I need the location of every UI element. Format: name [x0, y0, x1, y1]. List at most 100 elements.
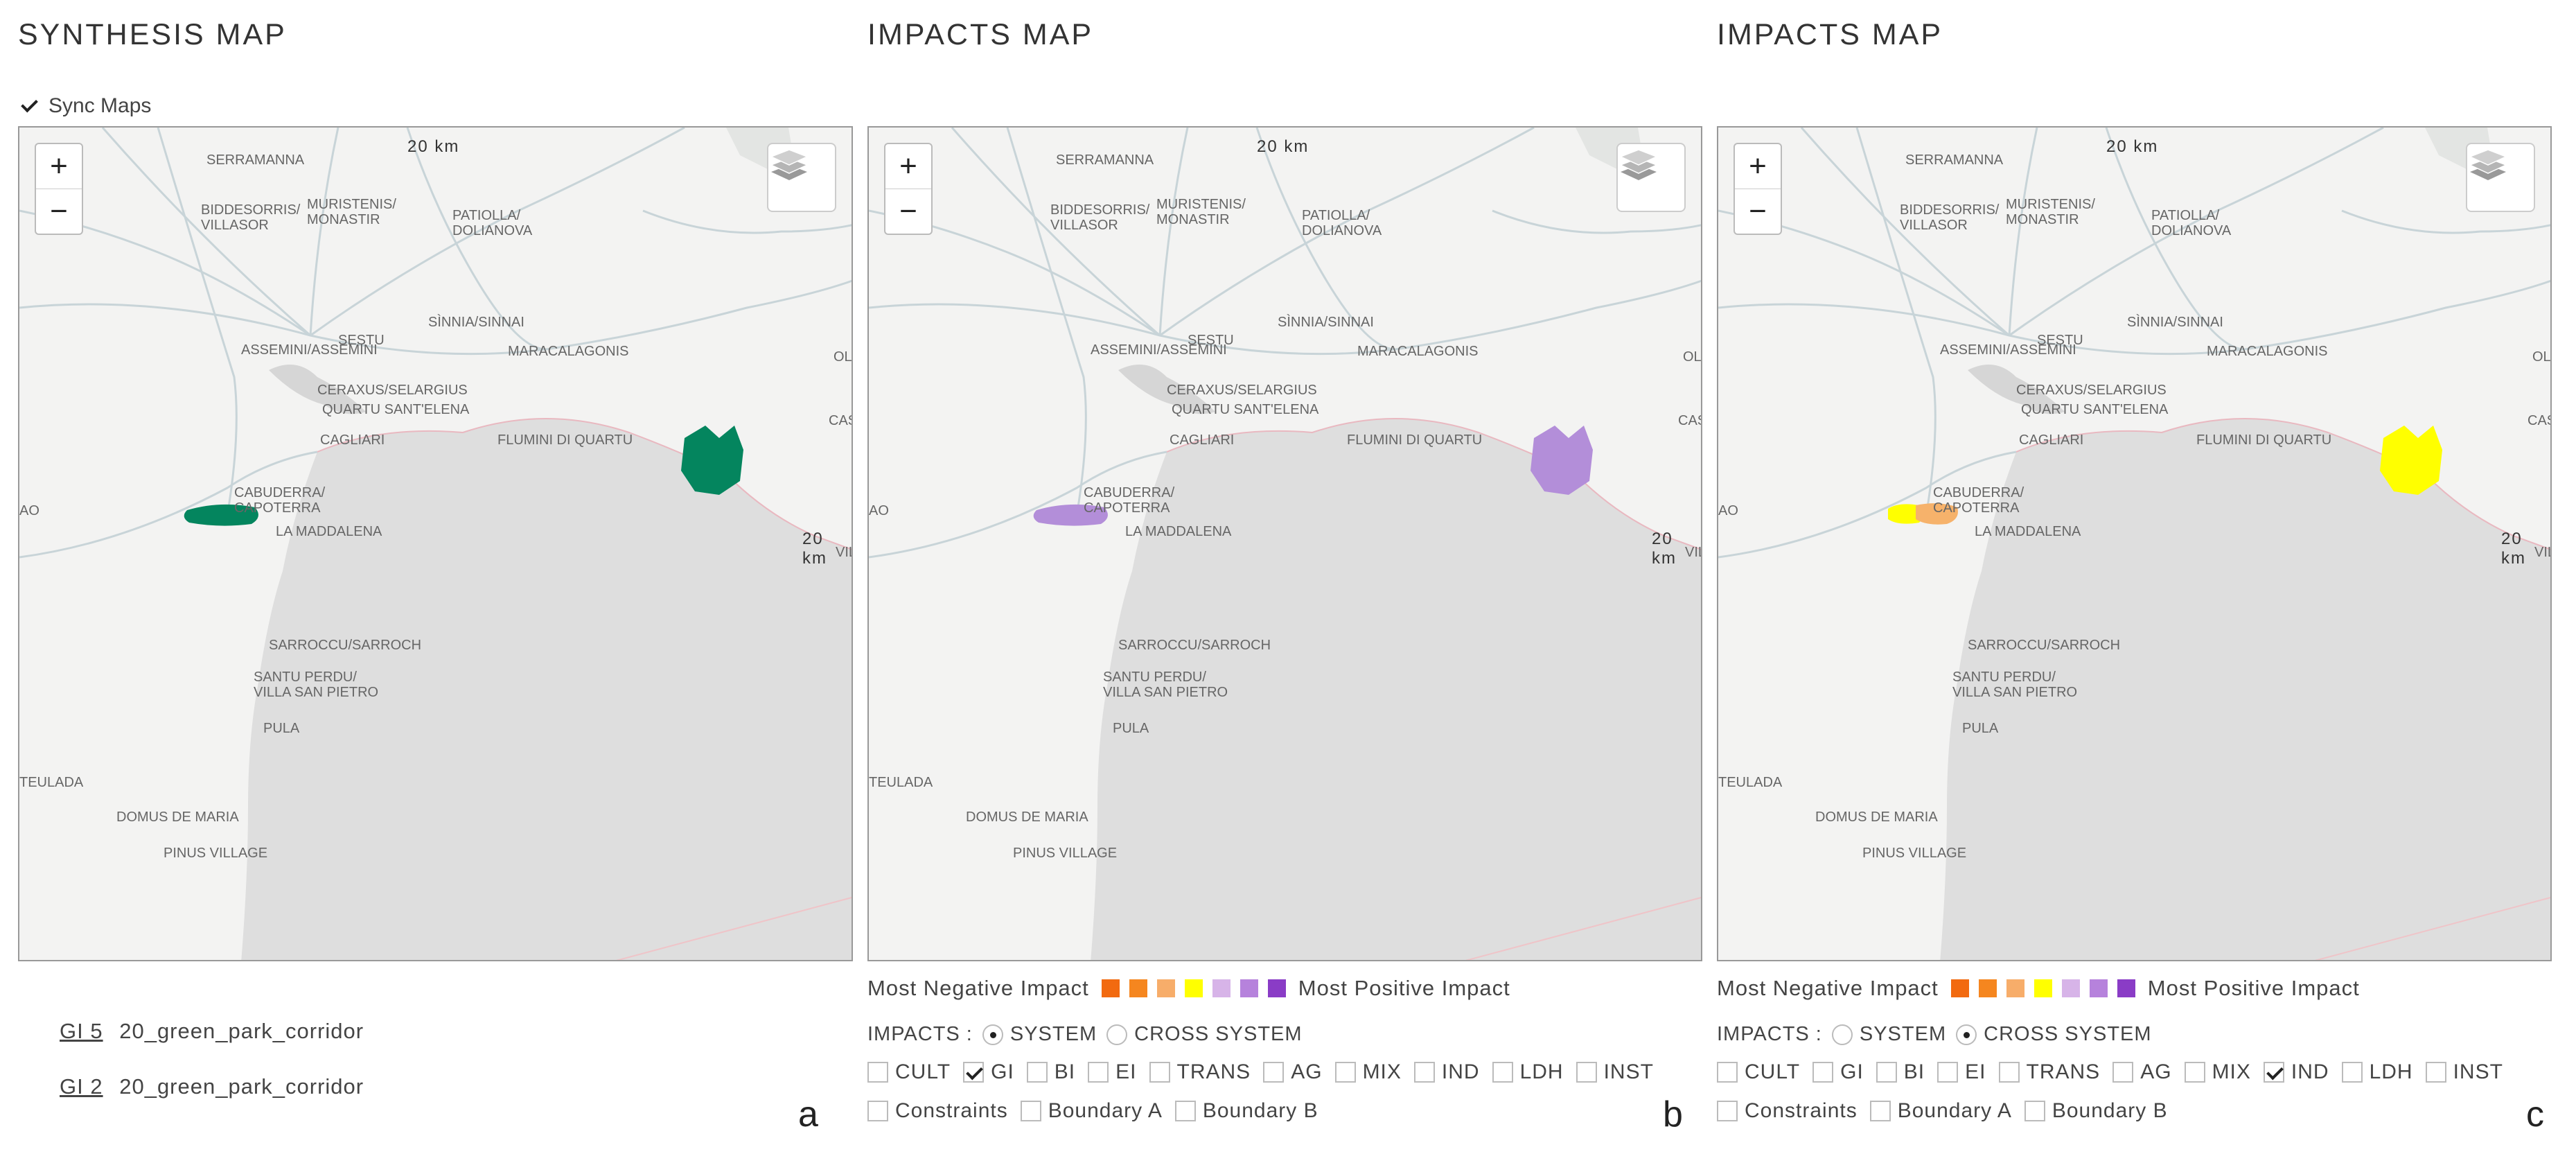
impacts-radio[interactable] — [1956, 1024, 1977, 1045]
category-checkbox[interactable] — [1576, 1062, 1597, 1083]
category-checkbox[interactable] — [2341, 1062, 2363, 1083]
legend-swatch — [1267, 979, 1286, 997]
map-tiles — [1718, 128, 2550, 960]
zoom-in-button[interactable]: + — [1749, 149, 1767, 183]
category-checkbox[interactable] — [1026, 1062, 1048, 1083]
sync-maps-checkbox[interactable] — [19, 96, 40, 116]
category-checkbox-item[interactable]: EI — [1088, 1060, 1136, 1084]
impacts-label: IMPACTS : — [1717, 1023, 1822, 1045]
category-checkbox-item[interactable]: BI — [1876, 1060, 1925, 1084]
category-checkbox[interactable] — [2263, 1062, 2284, 1083]
category-checkbox[interactable] — [2425, 1062, 2446, 1083]
impacts-map-c[interactable]: SERRAMANNA BIDDESORRIS/ VILLASOR MURISTENI… — [1717, 126, 2552, 961]
synthesis-map[interactable]: SERRAMANNA BIDDESORRIS/ VILLASOR MURISTENI… — [18, 126, 853, 961]
category-checkbox-item[interactable]: INST — [2425, 1060, 2503, 1084]
category-checkbox-item[interactable]: MIX — [2184, 1060, 2251, 1084]
coast-line — [2015, 418, 2550, 550]
category-checkbox-item[interactable]: GI — [963, 1060, 1014, 1084]
place-label: FLUMINI DI QUARTU — [2196, 432, 2332, 448]
constraint-checkbox-item[interactable]: Boundary A — [1020, 1099, 1163, 1123]
category-checkbox-item[interactable]: IND — [1413, 1060, 1480, 1084]
zoom-out-button[interactable]: − — [885, 189, 931, 234]
place-label: SARROCCU/SARROCH — [1118, 638, 1271, 653]
category-checkbox[interactable] — [1492, 1062, 1513, 1083]
category-checkbox[interactable] — [1717, 1062, 1738, 1083]
category-checkbox-item[interactable]: IND — [2263, 1060, 2329, 1084]
constraint-checkbox[interactable] — [1020, 1101, 1041, 1121]
constraint-label: Boundary B — [1202, 1099, 1318, 1122]
impacts-radio[interactable] — [1106, 1024, 1128, 1045]
constraint-checkbox-item[interactable]: Boundary A — [1869, 1099, 2012, 1123]
category-checkbox-item[interactable]: BI — [1026, 1060, 1075, 1084]
category-checkbox-item[interactable]: AG — [1263, 1060, 1322, 1084]
place-label: CERAXUS/SELARGIUS — [2016, 383, 2167, 398]
category-checkbox[interactable] — [963, 1062, 985, 1083]
category-checkbox[interactable] — [1937, 1062, 1959, 1083]
category-checkbox[interactable] — [1812, 1062, 1834, 1083]
place-label: OLI — [1683, 349, 1702, 365]
category-checkbox[interactable] — [1998, 1062, 2020, 1083]
category-checkbox-item[interactable]: EI — [1937, 1060, 1986, 1084]
constraint-checkbox-item[interactable]: Boundary B — [2024, 1099, 2168, 1123]
category-checkbox-item[interactable]: CULT — [1717, 1060, 1800, 1084]
constraint-checkbox[interactable] — [2024, 1101, 2045, 1121]
gi-link[interactable]: GI 5 — [60, 1019, 103, 1043]
legend-swatch — [2034, 979, 2052, 997]
category-checkbox-item[interactable]: LDH — [2341, 1060, 2413, 1084]
category-checkbox-item[interactable]: AG — [2112, 1060, 2171, 1084]
category-checkbox[interactable] — [2112, 1062, 2134, 1083]
constraint-checkbox[interactable] — [1174, 1101, 1196, 1121]
layers-button[interactable] — [1616, 143, 1686, 212]
scale-label: 20 km — [2106, 137, 2159, 156]
impact-polygons[interactable] — [1033, 426, 1593, 526]
constraint-checkbox-item[interactable]: Constraints — [867, 1099, 1008, 1123]
panel-title: SYNTHESIS MAP — [18, 18, 287, 51]
sync-maps-toggle[interactable]: Sync Maps — [19, 94, 151, 118]
impact-polygons[interactable] — [1888, 426, 2442, 525]
category-checkbox[interactable] — [1088, 1062, 1109, 1083]
place-label: LA MADDALENA — [276, 524, 382, 539]
category-checkbox-item[interactable]: MIX — [1334, 1060, 1402, 1084]
constraint-label: Boundary A — [1048, 1099, 1163, 1122]
layers-button[interactable] — [2466, 143, 2535, 212]
category-checkbox-item[interactable]: GI — [1812, 1060, 1864, 1084]
category-checkbox-item[interactable]: LDH — [1492, 1060, 1564, 1084]
category-checkbox-item[interactable]: TRANS — [1998, 1060, 2101, 1084]
constraint-checkbox[interactable] — [1869, 1101, 1891, 1121]
category-checkbox[interactable] — [1876, 1062, 1897, 1083]
category-checkbox[interactable] — [1334, 1062, 1356, 1083]
gi-name: 20_green_park_corridor — [119, 1019, 364, 1043]
layers-button[interactable] — [767, 143, 836, 212]
constraint-checkbox[interactable] — [867, 1101, 888, 1121]
category-checkbox[interactable] — [1149, 1062, 1170, 1083]
category-checkbox-item[interactable]: TRANS — [1149, 1060, 1251, 1084]
constraint-checkbox-item[interactable]: Constraints — [1717, 1099, 1858, 1123]
category-checkbox[interactable] — [1413, 1062, 1435, 1083]
impacts-option-label: CROSS SYSTEM — [1134, 1023, 1303, 1045]
category-checkbox-item[interactable]: INST — [1576, 1060, 1654, 1084]
place-label: SARROCCU/SARROCH — [1968, 638, 2121, 653]
impacts-radio[interactable] — [1831, 1024, 1853, 1045]
impact-polygons[interactable] — [184, 426, 743, 526]
category-checkbox-item[interactable]: CULT — [867, 1060, 951, 1084]
category-checkbox[interactable] — [1263, 1062, 1285, 1083]
gi-link[interactable]: GI 2 — [60, 1074, 103, 1099]
scale-label: 20 km — [802, 530, 827, 568]
legend-swatch — [1240, 979, 1258, 997]
gi-list-item: GI 2 20_green_park_corridor — [60, 1074, 364, 1099]
zoom-in-button[interactable]: + — [50, 149, 68, 183]
legend-swatch — [2117, 979, 2135, 997]
constraint-checkbox-item[interactable]: Boundary B — [1174, 1099, 1318, 1123]
place-label: PATIOLLA/ DOLIANOVA — [2151, 208, 2232, 238]
zoom-out-button[interactable]: − — [1735, 189, 1781, 234]
place-label: ASSEMINI/ASSEMINI — [241, 342, 378, 358]
impacts-radio[interactable] — [982, 1024, 1003, 1045]
impacts-map-b[interactable]: SERRAMANNA BIDDESORRIS/ VILLASOR MURISTENI… — [867, 126, 1702, 961]
zoom-out-button[interactable]: − — [36, 189, 82, 234]
constraint-checkbox[interactable] — [1717, 1101, 1738, 1121]
category-checkbox[interactable] — [867, 1062, 888, 1083]
category-checkbox[interactable] — [2184, 1062, 2205, 1083]
zoom-in-button[interactable]: + — [899, 149, 917, 183]
place-label: CASTIA — [1678, 413, 1701, 428]
place-label: MARACALAGONIS — [1357, 344, 1479, 359]
